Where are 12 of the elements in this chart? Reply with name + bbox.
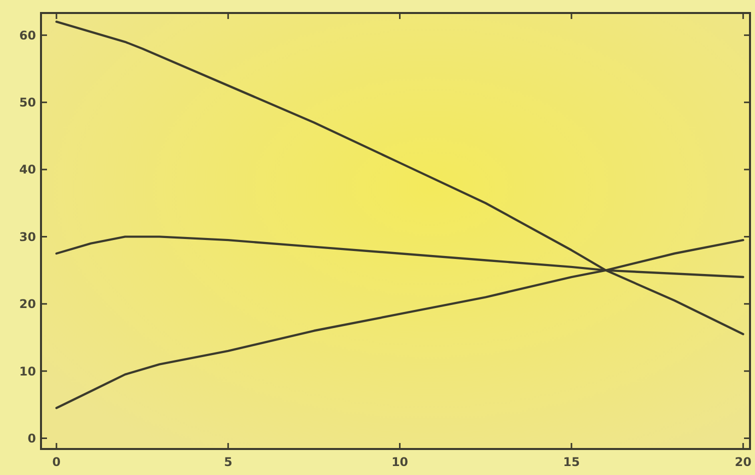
x-tick-label: 5 [224,455,232,469]
y-tick-label: 20 [19,297,36,312]
y-tick-label: 50 [19,96,36,110]
x-tick-label: 15 [563,455,580,469]
x-tick-label: 0 [52,455,61,469]
y-tick-label: 0 [28,431,36,446]
y-tick-label: 30 [19,230,36,244]
y-tick-label: 60 [19,28,36,42]
y-tick-label: 40 [19,162,36,177]
x-tick-label: 10 [391,455,408,469]
x-tick-label: 20 [734,455,752,469]
y-tick-label: 10 [19,364,36,378]
